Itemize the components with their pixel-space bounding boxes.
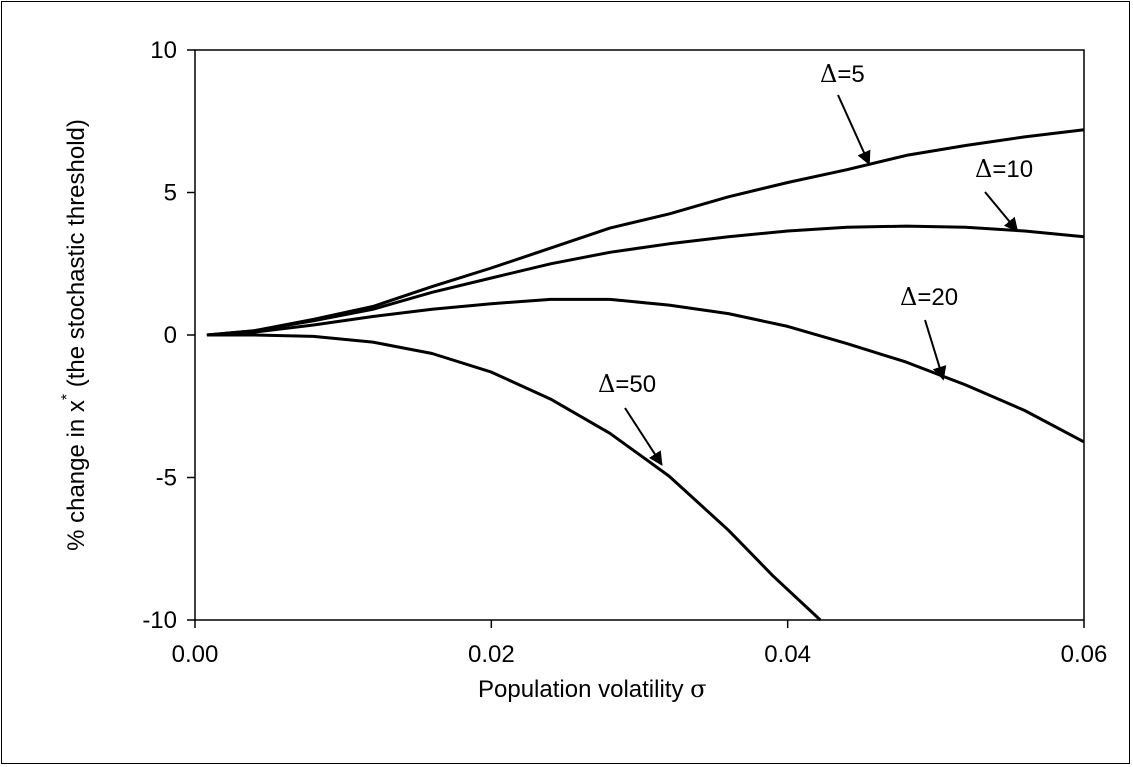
y-tick-label: -10 <box>142 607 177 634</box>
series-label-symbol: Δ <box>820 60 837 88</box>
plot-area <box>194 49 1085 621</box>
series-label-arrow-0 <box>837 94 871 166</box>
y-tick-label: 10 <box>150 37 177 64</box>
y-axis-title-superscript: * <box>59 394 76 400</box>
series-line-3 <box>206 333 822 622</box>
x-axis-title: Population volatility σ <box>478 675 707 703</box>
series-label-1: Δ=10 <box>975 155 1033 183</box>
series-label-text: =5 <box>837 61 864 88</box>
series-label-arrow-2 <box>924 319 947 381</box>
series-label-symbol: Δ <box>900 283 917 311</box>
series-label-arrow-3 <box>624 407 663 466</box>
x-axis-title-symbol: σ <box>690 675 706 703</box>
x-tick-label: 0.02 <box>468 641 515 668</box>
x-axis: 0.00 0.02 0.04 0.06 <box>172 620 1108 668</box>
series-label-symbol: Δ <box>598 370 615 398</box>
annotations: Δ=5Δ=10Δ=20Δ=50 <box>598 60 1033 466</box>
series-label-text: =10 <box>992 156 1033 183</box>
x-tick-label: 0.06 <box>1061 641 1108 668</box>
series-line-0 <box>206 128 1085 337</box>
y-axis-title-suffix: (the stochastic threshold) <box>63 119 90 394</box>
y-axis-title-prefix: % change in x <box>63 400 90 551</box>
series-label-3: Δ=50 <box>598 370 656 398</box>
x-tick-label: 0.04 <box>764 641 811 668</box>
series-line-1 <box>206 224 1085 337</box>
series-label-2: Δ=20 <box>900 283 958 311</box>
y-axis-title: % change in x* (the stochastic threshold… <box>59 119 90 551</box>
x-axis-title-text: Population volatility <box>478 676 690 703</box>
y-tick-label: -5 <box>156 465 177 492</box>
series-label-text: =50 <box>615 371 656 398</box>
y-axis: 10 5 0 -5 -10 <box>142 37 195 634</box>
x-tick-label: 0.00 <box>172 641 219 668</box>
series-label-0: Δ=5 <box>820 60 865 88</box>
y-tick-label: 5 <box>164 180 177 207</box>
y-tick-label: 0 <box>164 322 177 349</box>
series-label-text: =20 <box>917 284 958 311</box>
series-label-arrow-1 <box>984 191 1019 233</box>
series-label-symbol: Δ <box>975 155 992 183</box>
